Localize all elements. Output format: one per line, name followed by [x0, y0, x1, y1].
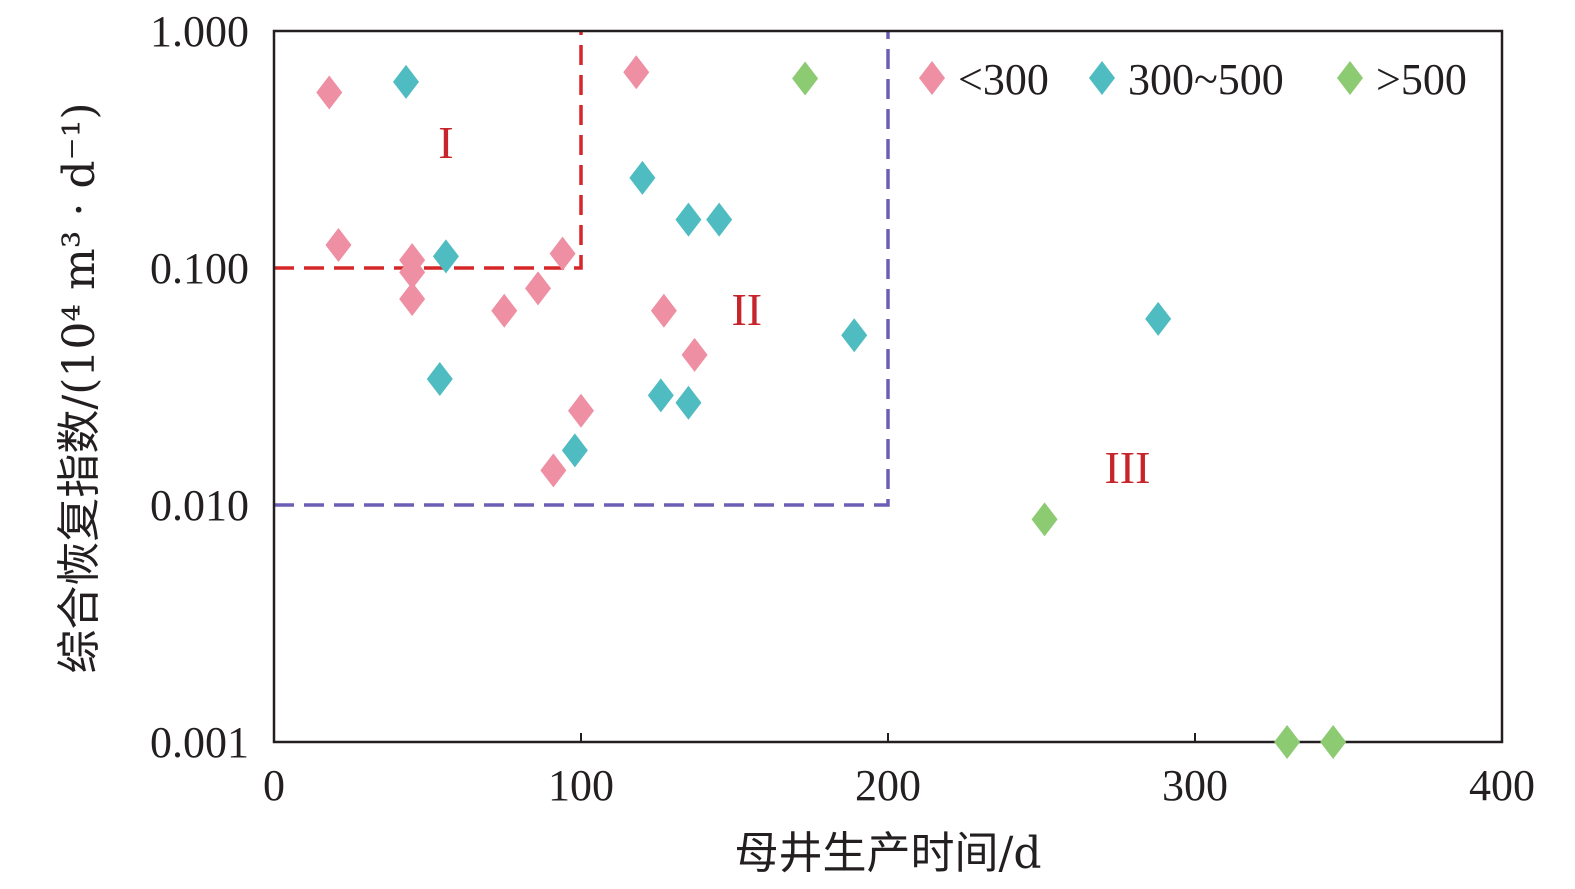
- data-point: [561, 433, 588, 468]
- data-point: [650, 293, 677, 328]
- legend-marker: [919, 61, 945, 95]
- zone-label: I: [438, 117, 453, 168]
- data-point: [841, 318, 868, 353]
- data-point: [1320, 725, 1347, 759]
- data-point: [623, 55, 650, 90]
- y-axis-title: 综合恢复指数/(10⁴ m³ · d⁻¹): [54, 102, 105, 673]
- data-point: [426, 362, 453, 397]
- data-point: [1145, 301, 1172, 336]
- data-point: [399, 281, 426, 316]
- data-point: [393, 64, 420, 99]
- legend-label: 300~500: [1128, 55, 1284, 104]
- y-tick-label: 0.100: [150, 244, 249, 293]
- y-tick-label: 0.010: [150, 481, 249, 530]
- y-axis: 0.001 0.010 0.100 1.000: [150, 7, 249, 767]
- x-axis: 0 100 200 300 400: [263, 733, 1535, 810]
- zone-boundary: [274, 31, 890, 507]
- data-point: [316, 75, 343, 110]
- data-point: [706, 202, 733, 237]
- x-tick-label: 200: [855, 761, 921, 810]
- x-tick-label: 0: [263, 761, 285, 810]
- data-point: [681, 337, 708, 372]
- data-point: [525, 271, 552, 306]
- legend-label: >500: [1376, 55, 1467, 104]
- legend-marker: [1337, 61, 1363, 95]
- data-point: [399, 255, 426, 290]
- data-point: [1274, 725, 1301, 759]
- data-point: [540, 453, 567, 488]
- data-points: [316, 55, 1347, 759]
- data-point: [491, 293, 518, 328]
- data-point: [647, 378, 674, 413]
- x-tick-label: 100: [548, 761, 614, 810]
- x-tick-label: 400: [1469, 761, 1535, 810]
- data-point: [325, 228, 352, 263]
- zone-boundary: [274, 31, 583, 270]
- zone-boundaries: [274, 31, 890, 507]
- zone-label: III: [1104, 442, 1150, 493]
- data-point: [1031, 502, 1058, 537]
- data-point: [792, 61, 819, 96]
- legend-label: <300: [958, 55, 1049, 104]
- data-point: [675, 202, 702, 237]
- x-axis-title: 母井生产时间/d: [735, 828, 1042, 879]
- data-point: [568, 393, 594, 428]
- data-point: [629, 160, 656, 195]
- y-tick-label: 0.001: [150, 718, 249, 767]
- data-point: [432, 239, 459, 274]
- x-tick-label: 300: [1162, 761, 1228, 810]
- legend-marker: [1089, 61, 1115, 95]
- data-point: [549, 236, 576, 271]
- y-tick-label: 1.000: [150, 7, 249, 56]
- legend: <300 300~500 >500: [919, 55, 1467, 104]
- data-point: [675, 385, 702, 420]
- zone-label: II: [731, 284, 762, 335]
